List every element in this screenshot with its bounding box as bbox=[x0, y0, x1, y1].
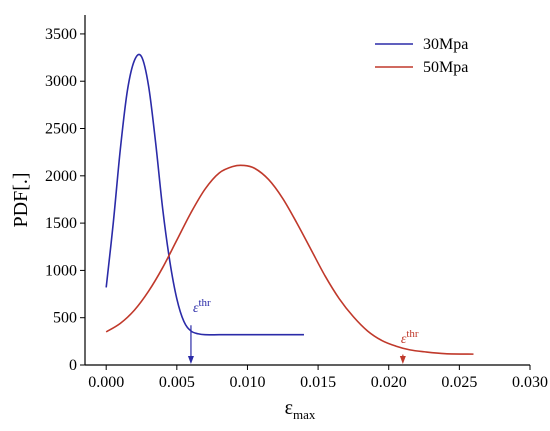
threshold-arrow-head bbox=[187, 356, 194, 364]
y-tick-label: 1000 bbox=[45, 262, 77, 279]
y-axis-title: PDF[.] bbox=[10, 172, 32, 227]
y-tick-label: 0 bbox=[69, 357, 77, 374]
x-tick-label: 0.030 bbox=[512, 374, 548, 391]
threshold-arrow-head bbox=[399, 356, 406, 364]
legend-label: 50Mpa bbox=[423, 59, 468, 76]
legend: 30Mpa 50Mpa bbox=[375, 36, 468, 76]
x-tick-label: 0.005 bbox=[159, 374, 195, 391]
series bbox=[105, 53, 474, 355]
y-tick-label: 500 bbox=[53, 310, 77, 327]
x-axis-title: εmax bbox=[285, 397, 316, 422]
y-tick-label: 3500 bbox=[45, 26, 77, 43]
x-tick-label: 0.025 bbox=[441, 374, 477, 391]
axes bbox=[84, 15, 530, 366]
x-tick-label: 0.000 bbox=[88, 374, 124, 391]
y-tick-label: 1500 bbox=[45, 215, 77, 232]
threshold-label: εthr bbox=[401, 328, 419, 347]
threshold-label: εthr bbox=[193, 297, 211, 316]
y-tick-label: 2000 bbox=[45, 168, 77, 185]
annotations: εthr εthr bbox=[187, 297, 419, 364]
series-line-50mpa bbox=[105, 164, 474, 355]
y-tick-label: 2500 bbox=[45, 121, 77, 138]
x-tick-label: 0.020 bbox=[371, 374, 407, 391]
y-tick-label: 3000 bbox=[45, 73, 77, 90]
x-tick-label: 0.010 bbox=[229, 374, 265, 391]
legend-label: 30Mpa bbox=[423, 36, 468, 53]
ticks: 0.000 0.005 0.010 0.015 0.020 0.025 0.030 0 500 1… bbox=[45, 26, 548, 391]
series-line-30mpa bbox=[105, 53, 304, 336]
x-tick-label: 0.015 bbox=[300, 374, 336, 391]
